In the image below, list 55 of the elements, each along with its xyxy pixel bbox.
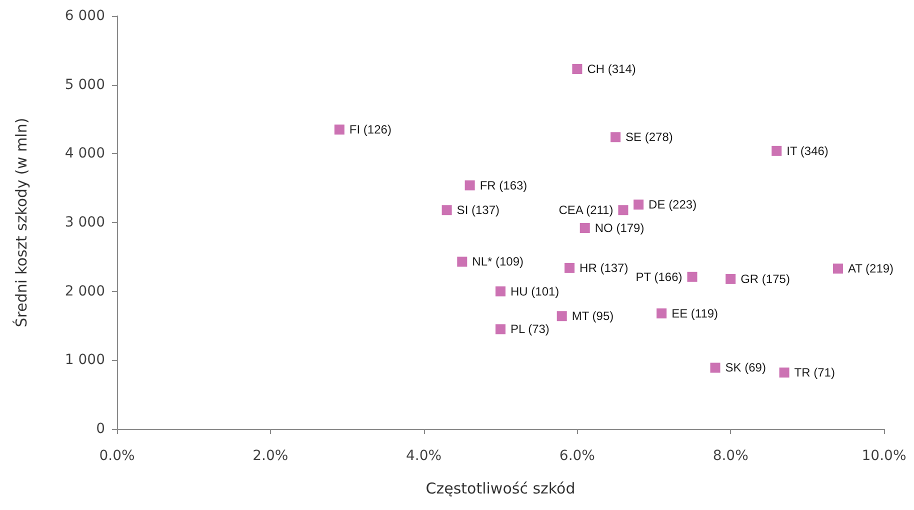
- point: [726, 274, 736, 284]
- annotation: HU (101): [510, 284, 560, 298]
- annotation: PT (166): [636, 270, 682, 284]
- annotation: MT (95): [572, 309, 614, 324]
- annotation: NL* (109): [472, 254, 524, 269]
- annotation: PL (73): [510, 322, 550, 336]
- x-tick-label: 8.0%: [712, 448, 748, 464]
- point: [710, 362, 720, 373]
- x-axis-title: Częstotliwość szkód: [426, 480, 576, 498]
- point: [334, 124, 344, 135]
- y-tick-label: 0: [96, 421, 105, 437]
- point: [556, 311, 567, 322]
- y-axis-title: Średni koszt szkody (w mln): [12, 118, 30, 328]
- x-tick-label: 4.0%: [406, 448, 442, 464]
- point: [442, 205, 452, 216]
- y-tick-label: 1 000: [64, 352, 105, 368]
- y-tick-label: 4 000: [64, 146, 105, 162]
- annotation: GR (175): [740, 272, 790, 286]
- point: [634, 200, 644, 210]
- point: [464, 180, 475, 190]
- point: [618, 205, 628, 216]
- annotation: EE (119): [672, 306, 718, 320]
- annotation: SI (137): [456, 203, 500, 218]
- point: [656, 308, 667, 318]
- x-tick-label: 2.0%: [252, 448, 288, 464]
- point: [772, 146, 782, 156]
- point: [457, 256, 468, 267]
- point: [564, 262, 575, 273]
- y-tick-label: 5 000: [64, 76, 105, 93]
- annotation: CEA (211): [558, 203, 614, 218]
- y-tick-label: 6 000: [64, 8, 105, 24]
- annotation: HR (137): [580, 260, 628, 275]
- point: [832, 264, 843, 274]
- annotation: TR (71): [794, 366, 835, 380]
- annotation: AT (219): [848, 262, 894, 276]
- annotation: DE (223): [648, 198, 697, 212]
- x-tick-label: 6.0%: [559, 448, 595, 464]
- point: [687, 272, 698, 282]
- point: [580, 223, 590, 234]
- point: [496, 286, 506, 296]
- annotation: SE (278): [626, 130, 673, 144]
- point: [779, 368, 790, 378]
- annotation: CH (314): [587, 62, 636, 76]
- x-tick-label: 0.0%: [99, 448, 135, 464]
- y-tick-label: 3 000: [64, 214, 105, 230]
- annotation: IT (346): [786, 144, 828, 158]
- point: [572, 64, 582, 74]
- point: [496, 324, 506, 334]
- point: [610, 132, 621, 142]
- annotation: NO (179): [594, 221, 644, 236]
- annotation: FR (163): [480, 178, 528, 192]
- annotation: SK (69): [725, 360, 766, 375]
- x-tick-label: 10.0%: [862, 448, 906, 464]
- annotation: FI (126): [349, 122, 392, 137]
- y-tick-label: 2 000: [64, 283, 105, 300]
